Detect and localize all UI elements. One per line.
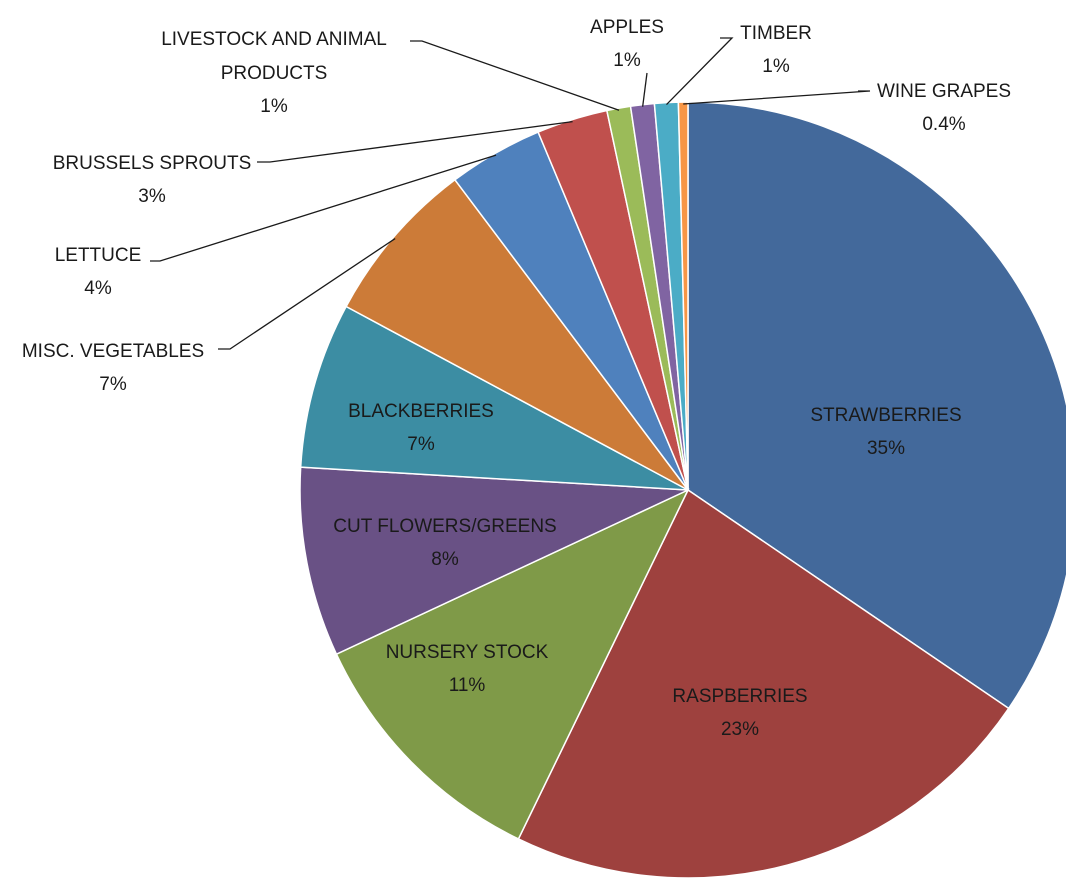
slice-value-misc-vegetables: 7% [99,374,127,395]
leader-line-wine-grapes [683,90,871,105]
slice-label-misc-vegetables: MISC. VEGETABLES [22,341,204,362]
slice-label-livestock-and-animal-products-line1: LIVESTOCK AND ANIMAL [161,29,387,50]
slice-value-lettuce: 4% [84,278,112,299]
slice-value-wine-grapes: 0.4% [922,114,965,135]
leader-line-misc-vegetables [218,238,396,350]
pie-slice-strawberries [687,101,1066,710]
leader-line-brussels-sprouts [257,121,573,163]
pie-slices [299,101,1066,878]
slice-labels: STRAWBERRIES 35% RASPBERRIES 23% NURSERY STO… [22,17,1011,740]
slice-label-apples: APPLES [590,17,664,38]
slice-value-brussels-sprouts: 3% [138,186,166,207]
leader-line-timber [666,37,734,106]
slice-label-livestock-and-animal-products-line2: PRODUCTS [221,63,328,84]
slice-value-nursery-stock: 11% [449,675,486,696]
leader-line-livestock-and-animal-products [410,40,620,111]
slice-label-strawberries: STRAWBERRIES [810,405,961,426]
slice-value-apples: 1% [613,50,641,71]
pie-slice-blackberries [299,305,689,491]
pie-slice-nursery-stock [335,488,690,840]
slice-label-brussels-sprouts: BRUSSELS SPROUTS [53,153,252,174]
leader-line-apples [642,72,648,107]
slice-label-blackberries: BLACKBERRIES [348,401,494,422]
pie-slice-misc-vegetables [345,178,689,491]
slice-label-wine-grapes: WINE GRAPES [877,81,1011,102]
slice-value-timber: 1% [762,56,790,77]
slice-value-cut-flowers-greens: 8% [431,549,459,570]
slice-value-strawberries: 35% [867,438,905,459]
pie-slice-wine-grapes [677,101,689,491]
slice-label-raspberries: RASPBERRIES [672,686,807,707]
leader-lines [150,37,871,350]
pie-slice-cut-flowers-greens [299,466,689,656]
slice-value-blackberries: 7% [407,434,435,455]
slice-label-timber: TIMBER [740,23,812,44]
slice-value-raspberries: 23% [721,719,759,740]
slice-label-nursery-stock: NURSERY STOCK [386,642,549,663]
slice-value-livestock-and-animal-products: 1% [260,96,288,117]
slice-label-cut-flowers-greens: CUT FLOWERS/GREENS [333,516,556,537]
slice-label-lettuce: LETTUCE [55,245,142,266]
leader-line-lettuce [150,154,497,262]
